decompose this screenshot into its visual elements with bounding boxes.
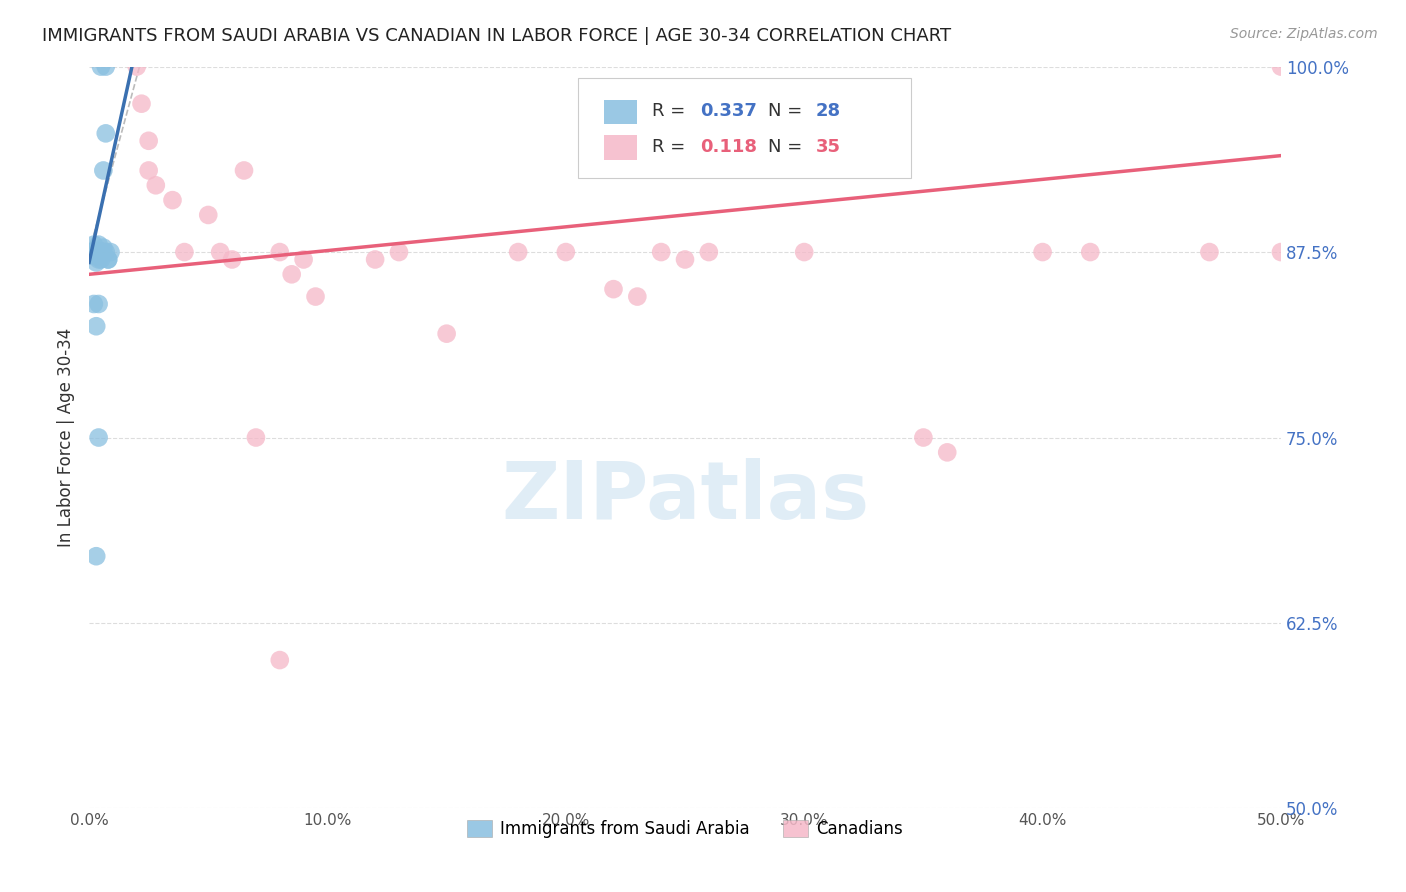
Point [90, 245, 112, 260]
Point [84, 549, 107, 564]
FancyBboxPatch shape [605, 136, 637, 160]
Point [173, 245, 195, 260]
Point [269, 653, 291, 667]
Point [87, 252, 110, 267]
Point [138, 163, 160, 178]
Point [90, 252, 112, 267]
Point [233, 163, 256, 178]
Point [94, 127, 117, 141]
Point [90, 245, 112, 260]
Point [131, 96, 153, 111]
Point [100, 245, 122, 260]
Point [1270, 245, 1292, 260]
Point [1270, 60, 1292, 74]
FancyBboxPatch shape [578, 78, 911, 178]
Point [697, 245, 720, 260]
FancyBboxPatch shape [605, 100, 637, 124]
Point [508, 245, 530, 260]
Point [626, 289, 648, 303]
Point [245, 430, 267, 444]
Point [269, 245, 291, 260]
Point [93, 241, 115, 255]
Point [304, 289, 326, 303]
Legend: Immigrants from Saudi Arabia, Canadians: Immigrants from Saudi Arabia, Canadians [460, 814, 910, 845]
Point [388, 245, 411, 260]
Point [97, 252, 120, 267]
Point [93, 163, 115, 178]
Text: Source: ZipAtlas.com: Source: ZipAtlas.com [1230, 27, 1378, 41]
Text: N =: N = [769, 137, 803, 155]
Point [83, 248, 105, 262]
Point [1078, 245, 1101, 260]
Text: 35: 35 [815, 137, 841, 155]
Point [83, 245, 105, 260]
Text: IMMIGRANTS FROM SAUDI ARABIA VS CANADIAN IN LABOR FORCE | AGE 30-34 CORRELATION : IMMIGRANTS FROM SAUDI ARABIA VS CANADIAN… [42, 27, 952, 45]
Point [162, 193, 184, 207]
Point [83, 297, 105, 311]
Text: R =: R = [651, 102, 690, 120]
Point [125, 60, 148, 74]
Point [554, 245, 576, 260]
Point [87, 430, 110, 444]
Point [209, 245, 232, 260]
Point [84, 245, 107, 260]
Point [673, 252, 696, 267]
Point [87, 297, 110, 311]
Point [97, 252, 120, 267]
Point [602, 282, 624, 296]
Point [650, 245, 672, 260]
Point [84, 255, 107, 269]
Point [221, 252, 243, 267]
Point [84, 250, 107, 264]
Text: 0.118: 0.118 [700, 137, 758, 155]
Point [280, 268, 302, 282]
Point [90, 60, 112, 74]
Point [94, 60, 117, 74]
Point [80, 245, 103, 260]
Point [80, 245, 103, 260]
Point [292, 252, 315, 267]
Point [912, 430, 935, 444]
Text: 28: 28 [815, 102, 841, 120]
Text: ZIPatlas: ZIPatlas [501, 458, 869, 536]
Text: R =: R = [651, 137, 696, 155]
Point [83, 237, 105, 252]
Point [793, 245, 815, 260]
Point [145, 178, 167, 193]
Point [84, 319, 107, 334]
Point [436, 326, 458, 341]
Point [936, 445, 959, 459]
Text: N =: N = [769, 102, 803, 120]
Text: 0.337: 0.337 [700, 102, 758, 120]
Point [1032, 245, 1054, 260]
Point [364, 252, 387, 267]
Point [94, 245, 117, 260]
Point [87, 237, 110, 252]
Point [93, 245, 115, 260]
Point [138, 134, 160, 148]
Point [197, 208, 219, 222]
Point [1198, 245, 1220, 260]
Y-axis label: In Labor Force | Age 30-34: In Labor Force | Age 30-34 [58, 328, 75, 547]
